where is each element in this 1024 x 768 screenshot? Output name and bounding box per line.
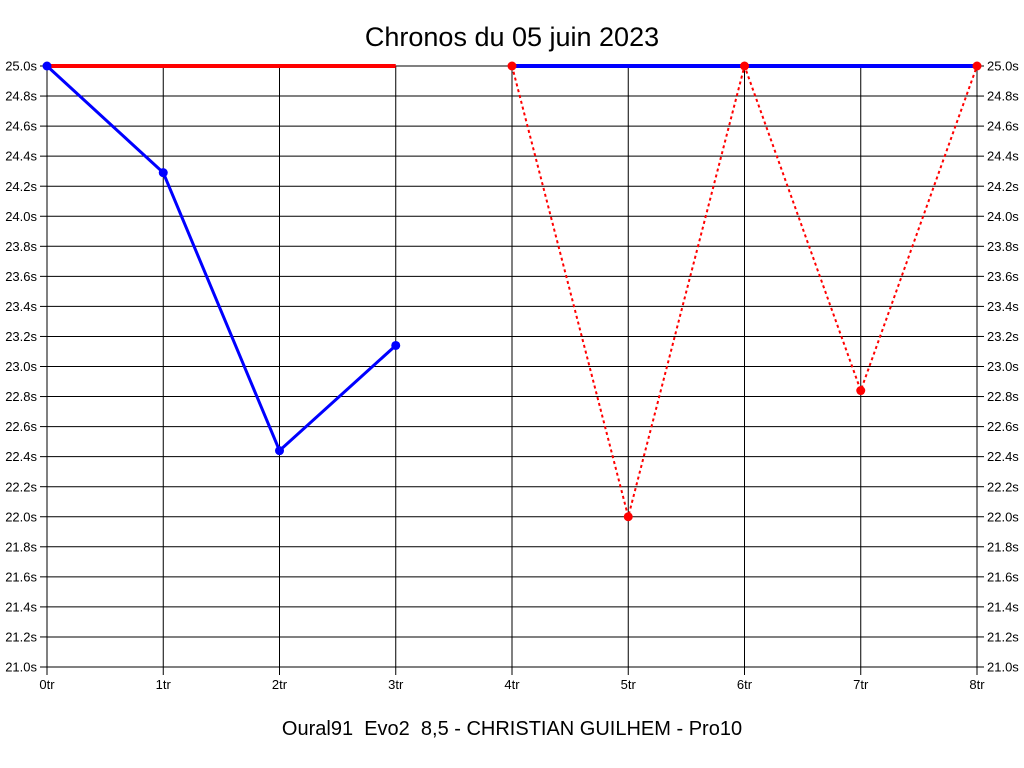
data-point-bleu (158, 168, 168, 178)
y-tick-label-right: 23.8s (987, 239, 1019, 254)
x-tick-label: 3tr (388, 677, 404, 692)
y-tick-label-left: 21.2s (5, 630, 37, 645)
y-tick-label-left: 24.6s (5, 119, 37, 134)
y-tick-label-left: 23.0s (5, 359, 37, 374)
y-tick-label-left: 23.4s (5, 299, 37, 314)
data-point-rouge (623, 512, 633, 522)
y-tick-label-left: 22.0s (5, 509, 37, 524)
y-tick-label-right: 25.0s (987, 59, 1019, 74)
y-tick-label-left: 22.4s (5, 449, 37, 464)
data-point-bleu (391, 340, 401, 350)
y-tick-label-left: 21.8s (5, 539, 37, 554)
chart-title: Chronos du 05 juin 2023 (364, 22, 660, 52)
y-tick-label-left: 23.6s (5, 269, 37, 284)
y-tick-label-left: 21.4s (5, 599, 37, 614)
y-tick-label-left: 23.8s (5, 239, 37, 254)
x-tick-label: 6tr (737, 677, 753, 692)
y-tick-label-right: 23.4s (987, 299, 1019, 314)
y-tick-label-right: 22.6s (987, 419, 1019, 434)
x-tick-label: 7tr (853, 677, 869, 692)
y-tick-label-right: 22.2s (987, 479, 1019, 494)
x-tick-label: 1tr (156, 677, 172, 692)
y-tick-label-right: 24.8s (987, 89, 1019, 104)
y-tick-label-right: 24.6s (987, 119, 1019, 134)
y-tick-label-left: 21.6s (5, 569, 37, 584)
x-tick-label: 5tr (621, 677, 637, 692)
data-point-bleu (42, 61, 52, 71)
y-tick-label-right: 21.6s (987, 569, 1019, 584)
y-tick-label-left: 24.0s (5, 209, 37, 224)
y-tick-label-left: 23.2s (5, 329, 37, 344)
data-point-bleu (275, 446, 284, 456)
y-tick-label-right: 22.8s (987, 389, 1019, 404)
y-tick-label-right: 22.4s (987, 449, 1019, 464)
y-tick-label-right: 21.8s (987, 539, 1019, 554)
y-tick-label-right: 21.0s (987, 660, 1019, 675)
y-tick-label-right: 22.0s (987, 509, 1019, 524)
y-tick-label-left: 21.0s (5, 660, 37, 675)
data-point-rouge (740, 61, 749, 71)
data-point-rouge (856, 386, 866, 396)
series-line-bleu (45, 64, 397, 454)
chart-footer: Oural91 Evo2 8,5 - CHRISTIAN GUILHEM - P… (281, 718, 743, 740)
data-point-rouge (507, 61, 517, 71)
y-tick-label-right: 23.6s (987, 269, 1019, 284)
y-tick-label-left: 24.8s (5, 89, 37, 104)
y-tick-label-left: 24.2s (5, 179, 37, 194)
data-point-rouge (972, 61, 982, 71)
x-tick-label: 8tr (969, 677, 985, 692)
y-tick-label-right: 24.2s (987, 179, 1019, 194)
x-tick-label: 4tr (504, 677, 520, 692)
y-tick-label-left: 22.8s (5, 389, 37, 404)
y-tick-label-left: 25.0s (5, 59, 37, 74)
y-tick-label-right: 21.2s (987, 630, 1019, 645)
x-tick-label: 0tr (39, 677, 55, 692)
y-tick-label-right: 24.0s (987, 209, 1019, 224)
y-tick-label-right: 23.2s (987, 329, 1019, 344)
y-tick-label-left: 22.2s (5, 479, 37, 494)
y-tick-label-right: 23.0s (987, 359, 1019, 374)
x-tick-label: 2tr (272, 677, 288, 692)
y-tick-label-left: 24.4s (5, 149, 37, 164)
y-tick-label-left: 22.6s (5, 419, 37, 434)
y-tick-label-right: 21.4s (987, 599, 1019, 614)
y-tick-label-right: 24.4s (987, 149, 1019, 164)
